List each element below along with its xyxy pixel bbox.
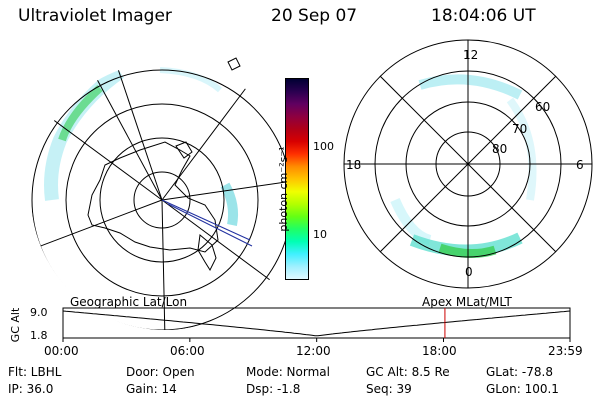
date-label: 20 Sep 07 [271,6,358,26]
status-dsp: Dsp: -1.8 [246,382,301,396]
status-filter: Flt: LBHL [8,365,62,379]
timeline-xtick-2359: 23:59 [548,344,583,358]
mlt-label-6: 6 [576,158,584,172]
mlt-label-18: 18 [346,158,362,172]
status-glon: GLon: 100.1 [486,382,559,396]
colorbar [285,78,309,280]
mlt-label-0: 0 [465,265,473,279]
mlat-label-80: 80 [492,142,508,156]
colorbar-tick-100: 100 [313,140,334,153]
aurora-arc-right [220,182,239,226]
continent-outline [87,141,219,253]
timeline-xtick-0600: 06:00 [170,344,205,358]
status-ip: IP: 36.0 [8,382,54,396]
mlat-label-70: 70 [512,122,528,136]
timeline-ytick-bottom: 1.8 [30,329,48,342]
colorbar-tick-10: 10 [313,228,327,241]
right-map-caption: Apex MLat/MLT [422,295,512,309]
satellite-track [161,199,251,241]
timeline-ytick-top: 9.0 [30,306,48,319]
time-label: 18:04:06 UT [431,6,536,26]
timeline-xtick-0000: 00:00 [44,344,79,358]
mlat-label-60: 60 [535,100,551,114]
altitude-trace [62,310,571,337]
status-gc-alt: GC Alt: 8.5 Re [366,365,450,379]
aurora-oval-top [418,74,523,100]
status-mode: Mode: Normal [246,365,330,379]
timeline-xtick-1800: 18:00 [422,344,457,358]
timeline-xtick-1200: 12:00 [296,344,331,358]
status-seq: Seq: 39 [366,382,412,396]
status-gain: Gain: 14 [126,382,177,396]
status-glat: GLat: -78.8 [486,365,553,379]
aurora-arc-left [44,66,125,201]
mlt-label-12: 12 [463,48,479,62]
status-door: Door: Open [126,365,195,379]
instrument-title: Ultraviolet Imager [18,6,172,26]
left-map-caption: Geographic Lat/Lon [70,295,188,309]
